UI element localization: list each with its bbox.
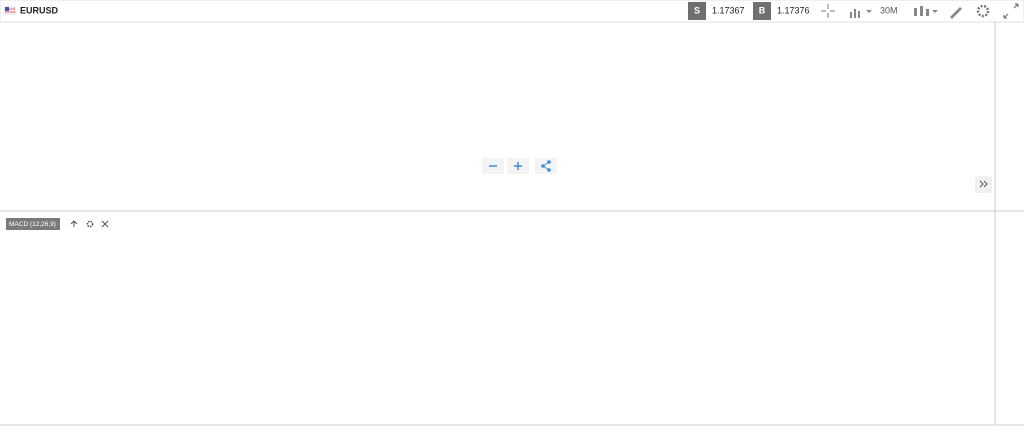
fullscreen-button[interactable] [1003,3,1019,19]
candle-style-button[interactable] [914,6,938,16]
chart-type-button[interactable] [850,9,872,18]
timeframe-button[interactable]: 30M [880,5,898,15]
buy-price[interactable]: 1.17376 [777,5,810,15]
flag-icon [4,6,16,15]
indicator-label-box[interactable] [6,218,60,230]
sell-price[interactable]: 1.17367 [712,5,745,15]
settings-button[interactable] [976,4,990,18]
remove-indicator-button[interactable] [101,220,109,228]
indicator-label[interactable]: MACD (12,26,9) [9,221,56,228]
buy-label[interactable]: B [759,5,766,15]
buy-button[interactable] [753,2,771,20]
symbol: EURUSD [20,5,59,15]
zoom-controls [482,158,557,174]
crosshair-button[interactable] [821,4,835,18]
sell-label[interactable]: S [694,5,700,15]
draw-button[interactable] [950,7,962,19]
share-button[interactable] [535,158,557,174]
sell-button[interactable] [688,2,706,20]
scroll-latest-icon [979,180,988,188]
indicator-settings-button[interactable] [86,220,94,228]
move-up-button[interactable] [70,220,78,227]
scroll-latest-button[interactable] [975,176,992,193]
